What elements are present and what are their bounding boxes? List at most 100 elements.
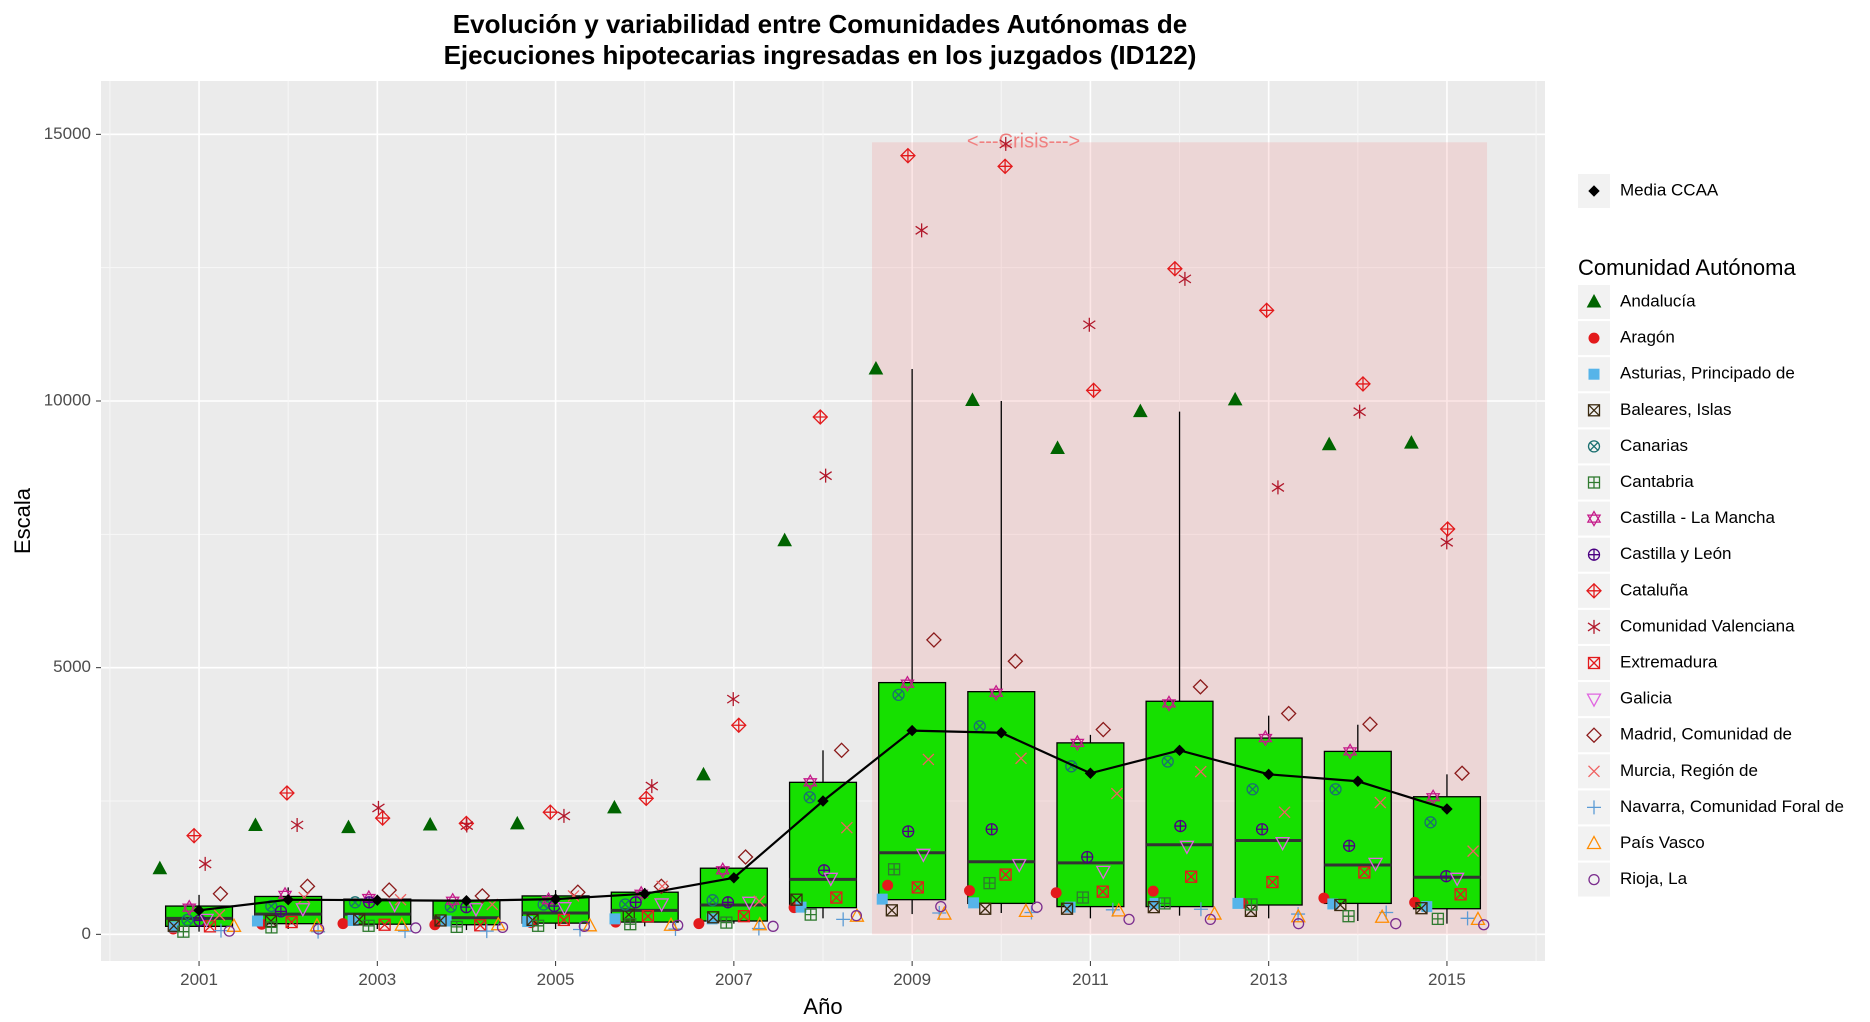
- legend-key: [1578, 718, 1610, 753]
- point-2001: [223, 925, 235, 937]
- point-2003: [394, 916, 410, 931]
- point-2006: [629, 896, 642, 909]
- point-2014: [1321, 436, 1337, 451]
- point-2015: [1424, 816, 1437, 829]
- point-2001: [198, 856, 212, 871]
- point-2012: [1161, 695, 1177, 712]
- point-2012: [1194, 765, 1207, 778]
- mean-point: [282, 893, 294, 906]
- legend-label: Aragón: [1620, 328, 1675, 347]
- point-2007: [720, 916, 733, 929]
- mean-point: [1173, 744, 1186, 757]
- legend: Media CCAA Comunidad Autónoma Andalucía Ara…: [1578, 174, 1844, 897]
- box-body: [967, 691, 1036, 905]
- y-axis-title: Escala: [10, 487, 35, 554]
- point-2013: [1275, 836, 1291, 851]
- point-2006: [663, 916, 679, 931]
- point-2011: [1050, 440, 1065, 454]
- point-2012: [1166, 260, 1183, 277]
- box-2012: [1145, 411, 1214, 916]
- point-2009: [915, 848, 931, 863]
- point-2015: [1404, 435, 1419, 449]
- point-2008: [850, 910, 863, 922]
- mean-point: [728, 872, 740, 884]
- mean-point: [1352, 775, 1364, 787]
- y-tick-label: 15000: [44, 124, 91, 143]
- legend-symbol: [1586, 293, 1602, 308]
- point-2008: [790, 893, 803, 906]
- box-body: [1412, 796, 1482, 910]
- point-2008: [817, 864, 831, 877]
- point-2009: [876, 893, 888, 905]
- point-2011: [1082, 317, 1096, 332]
- x-tick-label: 2005: [537, 970, 575, 989]
- point-2007: [741, 896, 757, 911]
- point-2013: [1290, 908, 1306, 923]
- point-2013: [1227, 391, 1243, 406]
- legend-entry: Navarra, Comunidad Foral de: [1578, 790, 1844, 825]
- point-2008: [812, 409, 829, 425]
- point-2010: [979, 902, 992, 915]
- point-2011: [1095, 865, 1111, 880]
- point-2011: [1076, 891, 1089, 904]
- point-2015: [1478, 919, 1490, 931]
- legend-symbol: [1588, 873, 1600, 886]
- point-2011: [1060, 902, 1074, 915]
- data-points: [152, 136, 1490, 939]
- point-2003: [374, 810, 391, 826]
- point-2015: [1425, 788, 1441, 806]
- legend-entry: Murcia, Región de: [1578, 754, 1758, 789]
- point-2002: [279, 785, 295, 801]
- axes: 0 5000 10000 15000 2001 2003 2005 2007 2009 2011 2…: [44, 124, 1466, 989]
- point-2007: [721, 896, 735, 909]
- y-tick-label: 10000: [44, 390, 91, 409]
- mean-point: [1084, 767, 1097, 779]
- mean-point: [460, 895, 473, 907]
- legend-entry: País Vasco: [1578, 826, 1705, 861]
- point-2004: [445, 892, 460, 910]
- crisis-label: <---Crisis--->: [967, 131, 1080, 153]
- point-2004: [434, 914, 447, 927]
- point-2013: [1292, 918, 1305, 930]
- point-2009: [882, 879, 894, 891]
- point-2007: [693, 918, 705, 930]
- point-2007: [706, 894, 719, 907]
- point-2001: [182, 899, 197, 916]
- legend-label: Madrid, Comunidad de: [1620, 725, 1792, 744]
- point-2010: [985, 823, 998, 836]
- point-2015: [1415, 902, 1428, 915]
- point-2010: [1007, 653, 1024, 670]
- mean-point: [1441, 803, 1453, 815]
- point-2008: [804, 908, 817, 921]
- point-2002: [274, 905, 288, 918]
- point-2004: [450, 920, 463, 934]
- legend-label: Andalucía: [1620, 291, 1696, 310]
- mean-point: [193, 904, 205, 917]
- point-2014: [1358, 866, 1371, 879]
- point-2014: [1329, 783, 1342, 796]
- point-2009: [935, 900, 947, 913]
- legend-entry: Canarias: [1578, 429, 1688, 464]
- point-2013: [1246, 783, 1259, 796]
- point-2015: [1440, 870, 1453, 883]
- point-2003: [337, 918, 349, 930]
- x-tick-label: 2015: [1428, 970, 1466, 989]
- chart-title-line1: Evolución y variabilidad entre Comunidad…: [453, 9, 1187, 39]
- legend-symbol: [1587, 800, 1601, 815]
- point-2002: [285, 915, 298, 929]
- point-2014: [1374, 908, 1390, 923]
- point-2010: [965, 392, 980, 406]
- point-2012: [1193, 902, 1208, 917]
- point-2001: [181, 913, 194, 927]
- legend-mean-label: Media CCAA: [1620, 180, 1719, 199]
- point-2003: [362, 919, 375, 932]
- point-2012: [1192, 678, 1209, 695]
- point-2010: [999, 136, 1013, 151]
- point-2015: [1467, 845, 1480, 858]
- legend-entry: Extremadura: [1578, 646, 1718, 680]
- point-2011: [1095, 721, 1112, 738]
- legend-label: Castilla - La Mancha: [1620, 508, 1776, 527]
- point-2012: [1184, 870, 1198, 883]
- point-2005: [509, 815, 525, 830]
- point-2014: [1374, 796, 1387, 809]
